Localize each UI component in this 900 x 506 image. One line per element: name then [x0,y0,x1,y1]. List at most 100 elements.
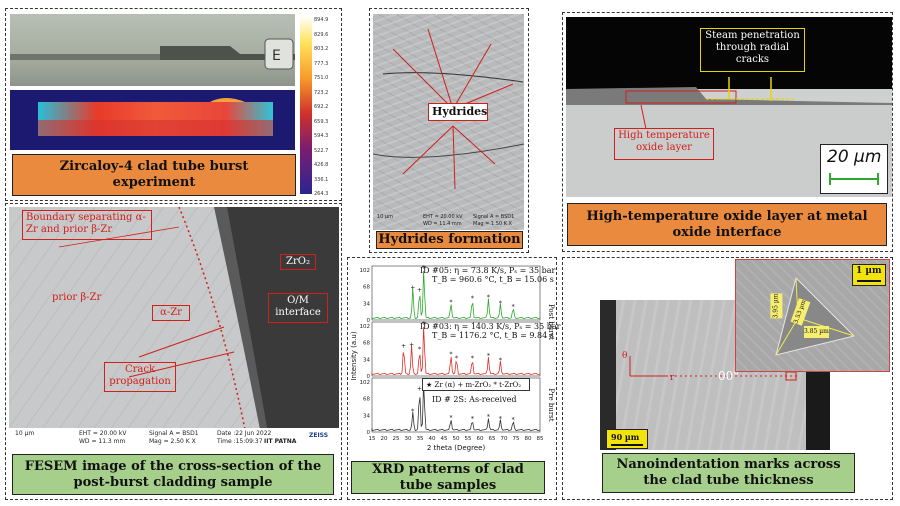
xrd-x-tick: 25 [393,436,400,442]
fesem-caption: FESEM image of the cross-section of the … [12,454,334,495]
burst-caption: Zircaloy-4 clad tube burst experiment [12,154,296,196]
nano-dim1: 3.95 µm [770,293,783,319]
xrd-x-tick: 45 [441,436,448,442]
xrd-x-tick: 55 [465,436,472,442]
xrd-id2s-label: ID # 2S: As-received [432,395,517,404]
xrd-y-tick: 0 [367,374,371,380]
xrd-peak-marker: + [421,264,426,271]
xrd-x-tick: 65 [489,436,496,442]
fesem-org: IIT PATNA [264,438,297,445]
xrd-peak-marker: * [471,295,474,302]
nano-large-scale: 90 µm [606,429,648,449]
xrd-peak-marker: + [417,386,422,393]
xrd-x-tick: 15 [369,436,376,442]
xrd-peak-marker: * [449,415,452,422]
colorbar-tick: 777.3 [314,60,329,67]
alpha-zr-label: α-Zr [152,305,190,321]
xrd-y-tick: 68 [363,397,370,403]
zro2-label: ZrO₂ [280,254,316,270]
xrd-peak-marker: * [487,294,490,301]
colorbar-tick: 723.2 [314,89,329,96]
nano-small-scale: 1 µm [852,264,886,286]
nano-small-scale-text: 1 µm [856,266,882,276]
xrd-peak-marker: * [487,353,490,360]
xrd-peak-marker: * [487,414,490,421]
xrd-peak-marker: + [421,320,426,327]
hydrides-panel [369,8,529,253]
nano-theta-label: θ [622,351,628,361]
xrd-peak-marker: * [418,346,421,353]
nano-dim3: 3.85 µm [804,326,829,338]
xrd-id03-info: T_B = 1176.2 °C, t_B = 9.84 s [432,331,554,340]
fesem-scale: 10 µm [15,430,35,437]
xrd-peak-marker: + [417,287,422,294]
xrd-y-tick: 34 [363,301,370,307]
hydrides-eht: EHT = 20.00 kV [423,214,463,220]
fesem-mag: Mag = 2.50 K X [149,438,196,445]
colorbar-tick: 336.1 [314,176,329,183]
xrd-peak-marker: * [449,351,452,358]
hydrides-signal: Signal A = BSD1 [473,214,515,220]
burst-panel [5,8,342,201]
xrd-series-line [371,383,541,431]
fesem-eht: EHT = 20.00 kV [79,430,127,437]
xrd-peak-marker: * [499,358,502,365]
hydrides-label: Hydrides [428,103,488,121]
prior-beta-label: prior β-Zr [52,292,102,303]
xrd-y-tick: 68 [363,341,370,347]
oxide-annotations [625,77,796,130]
xrd-peak-marker: * [471,416,474,423]
xrd-x-label: 2 theta (Degree) [427,444,486,452]
xrd-x-tick: 30 [405,436,412,442]
xrd-y-tick: 102 [360,324,371,330]
steam-label: Steam penetration through radial cracks [700,28,805,72]
hydrides-arrows [373,28,524,190]
colorbar-tick: 829.6 [314,31,329,38]
colorbar-tick: 751.0 [314,75,329,81]
colorbar-tick: 692.2 [314,104,329,110]
fesem-panel [5,203,342,500]
xrd-legend: ★ Zr (α) + m-ZrO₂ * t-ZrO₂ [422,378,530,391]
xrd-y-tick: 34 [363,413,370,419]
burst-photo: E [10,14,295,86]
xrd-post-label: Post burst [547,304,555,340]
fesem-image: 10 µm EHT = 20.00 kV WD = 11.3 mm Signal… [9,207,339,450]
oxide-panel [562,12,893,252]
xrd-y-tick: 0 [367,318,371,324]
fesem-date: Date :22 Jun 2022 [217,430,272,437]
zeiss-logo: ZEISS [309,432,329,439]
xrd-series-line [371,270,541,319]
boundary-label: Boundary separating α-Zr and prior β-Zr [22,210,152,240]
xrd-x-tick: 80 [525,436,532,442]
oxide-sem-image [566,17,892,197]
fesem-time: Time :15:09:37 [217,438,263,445]
nano-inset: 3.95 µm 3.53 µm 3.85 µm [735,259,890,372]
colorbar-tick: 594.3 [314,133,329,139]
crack-label: Crack propagation [104,362,176,392]
colorbar-tick: 803.2 [314,46,329,52]
nano-large-scale-text: 90 µm [611,432,640,442]
hydrides-caption: Hydrides formation [376,231,523,249]
colorbar-tick: 426.8 [314,162,329,168]
xrd-y-tick: 102 [360,380,371,386]
xrd-y-label: Intensity (a.u) [350,331,358,380]
xrd-peak-marker: * [411,408,414,415]
hydrides-wd: WD = 11.4 mm [423,221,462,227]
xrd-peak-marker: * [471,355,474,362]
oxide-caption: High-temperature oxide layer at metal ox… [567,203,887,246]
xrd-x-tick: 40 [429,436,436,442]
xrd-y-tick: 102 [360,268,371,274]
xrd-peak-marker: * [455,355,458,362]
xrd-x-tick: 50 [453,436,460,442]
xrd-id05-label: ID #05: η = 73.8 K/s, Pₛ = 35 bar [420,266,556,275]
hydrides-mag: Mag = 1.50 K X [473,221,512,227]
nano-r-label: r [670,373,675,383]
xrd-peak-marker: * [499,416,502,423]
xrd-x-tick: 60 [477,436,484,442]
xrd-pre-label: Pre burst [547,388,555,421]
oxide-layer-label: High temperature oxide layer [614,128,714,160]
colorbar-tick: 264.3 [314,191,329,197]
fesem-wd: WD = 11.3 mm [79,438,126,445]
clad-tube-drawing: E [10,38,295,70]
